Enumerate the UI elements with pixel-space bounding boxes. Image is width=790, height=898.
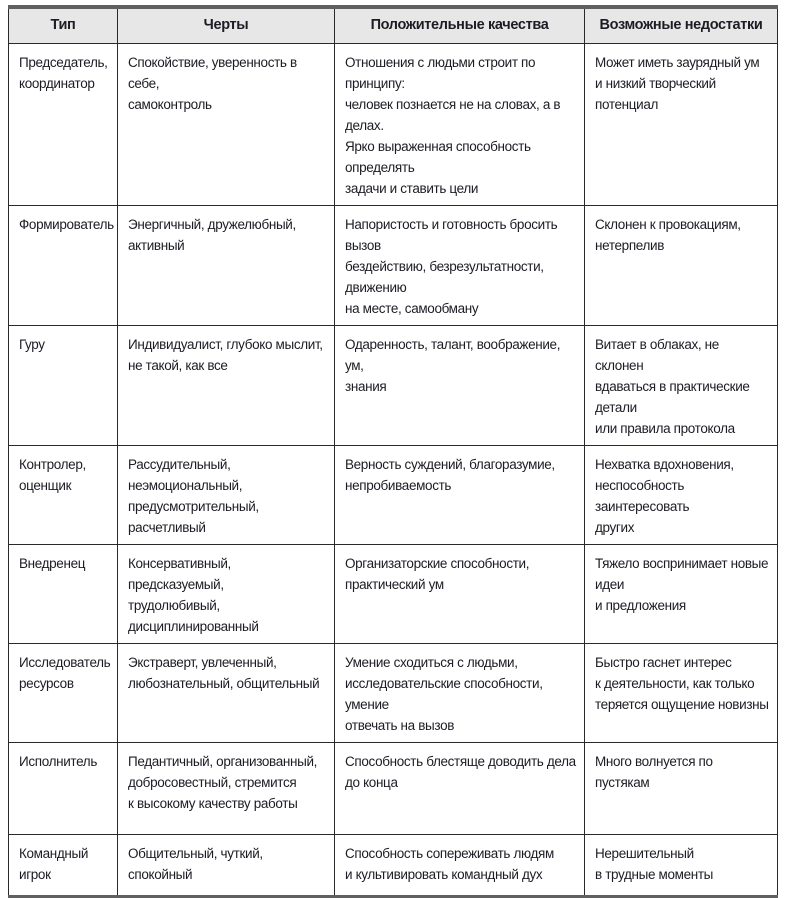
cell-drawbacks: Склонен к провокациям, нетерпелив (584, 204, 778, 326)
cell-drawbacks: Нехватка вдохновения, неспособность заин… (584, 444, 778, 545)
table-row: Исследователь ресурсов Экстраверт, увлеч… (8, 642, 778, 743)
cell-traits: Экстраверт, увлеченный, любознательный, … (117, 642, 335, 743)
cell-traits: Консервативный, предсказуемый, трудолюби… (117, 543, 335, 644)
cell-type: Исполнитель (8, 741, 118, 835)
cell-drawbacks: Много волнуется по пустякам (584, 741, 778, 835)
cell-positives: Организаторские способности, практически… (334, 543, 585, 644)
team-roles-table: Тип Черты Положительные качества Возможн… (8, 5, 778, 898)
cell-traits: Энергичный, дружелюбный, активный (117, 204, 335, 326)
cell-type: Гуру (8, 324, 118, 446)
cell-traits: Педантичный, организованный, добросовест… (117, 741, 335, 835)
cell-type: Контролер, оценщик (8, 444, 118, 545)
column-header-type: Тип (8, 6, 118, 44)
table-row: Командный игрок Общительный, чуткий, спо… (8, 833, 778, 897)
page: Тип Черты Положительные качества Возможн… (8, 5, 778, 898)
cell-type: Исследователь ресурсов (8, 642, 118, 743)
cell-positives: Напористость и готовность бросить вызов … (334, 204, 585, 326)
cell-positives: Верность суждений, благоразумие, непроби… (334, 444, 585, 545)
table-row: Контролер, оценщик Рассудительный, неэмо… (8, 444, 778, 545)
header-row: Тип Черты Положительные качества Возможн… (8, 6, 778, 44)
cell-traits: Рассудительный, неэмоциональный, предусм… (117, 444, 335, 545)
cell-positives: Одаренность, талант, воображение, ум, зн… (334, 324, 585, 446)
table-header: Тип Черты Положительные качества Возможн… (8, 6, 778, 44)
cell-traits: Общительный, чуткий, спокойный (117, 833, 335, 897)
cell-type: Формирователь (8, 204, 118, 326)
cell-drawbacks: Может иметь заурядный ум и низкий творче… (584, 42, 778, 206)
table-row: Формирователь Энергичный, дружелюбный, а… (8, 204, 778, 326)
cell-positives: Отношения с людьми строит по принципу: ч… (334, 42, 585, 206)
cell-type: Командный игрок (8, 833, 118, 897)
cell-positives: Способность сопереживать людям и культив… (334, 833, 585, 897)
column-header-positives: Положительные качества (334, 6, 585, 44)
cell-traits: Индивидуалист, глубоко мыслит, не такой,… (117, 324, 335, 446)
table-row: Председатель, координатор Спокойствие, у… (8, 42, 778, 206)
column-header-traits: Черты (117, 6, 335, 44)
cell-type: Председатель, координатор (8, 42, 118, 206)
table-body: Председатель, координатор Спокойствие, у… (8, 42, 778, 897)
table-row: Гуру Индивидуалист, глубоко мыслит, не т… (8, 324, 778, 446)
cell-drawbacks: Быстро гаснет интерес к деятельности, ка… (584, 642, 778, 743)
cell-drawbacks: Тяжело воспринимает новые идеи и предлож… (584, 543, 778, 644)
cell-positives: Умение сходиться с людьми, исследователь… (334, 642, 585, 743)
cell-drawbacks: Нерешительный в трудные моменты (584, 833, 778, 897)
table-row: Внедренец Консервативный, предсказуемый,… (8, 543, 778, 644)
table-row: Исполнитель Педантичный, организованный,… (8, 741, 778, 835)
column-header-drawbacks: Возможные недостатки (584, 6, 778, 44)
cell-traits: Спокойствие, уверенность в себе, самокон… (117, 42, 335, 206)
cell-positives: Способность блестяще доводить дела до ко… (334, 741, 585, 835)
cell-drawbacks: Витает в облаках, не склонен вдаваться в… (584, 324, 778, 446)
cell-type: Внедренец (8, 543, 118, 644)
